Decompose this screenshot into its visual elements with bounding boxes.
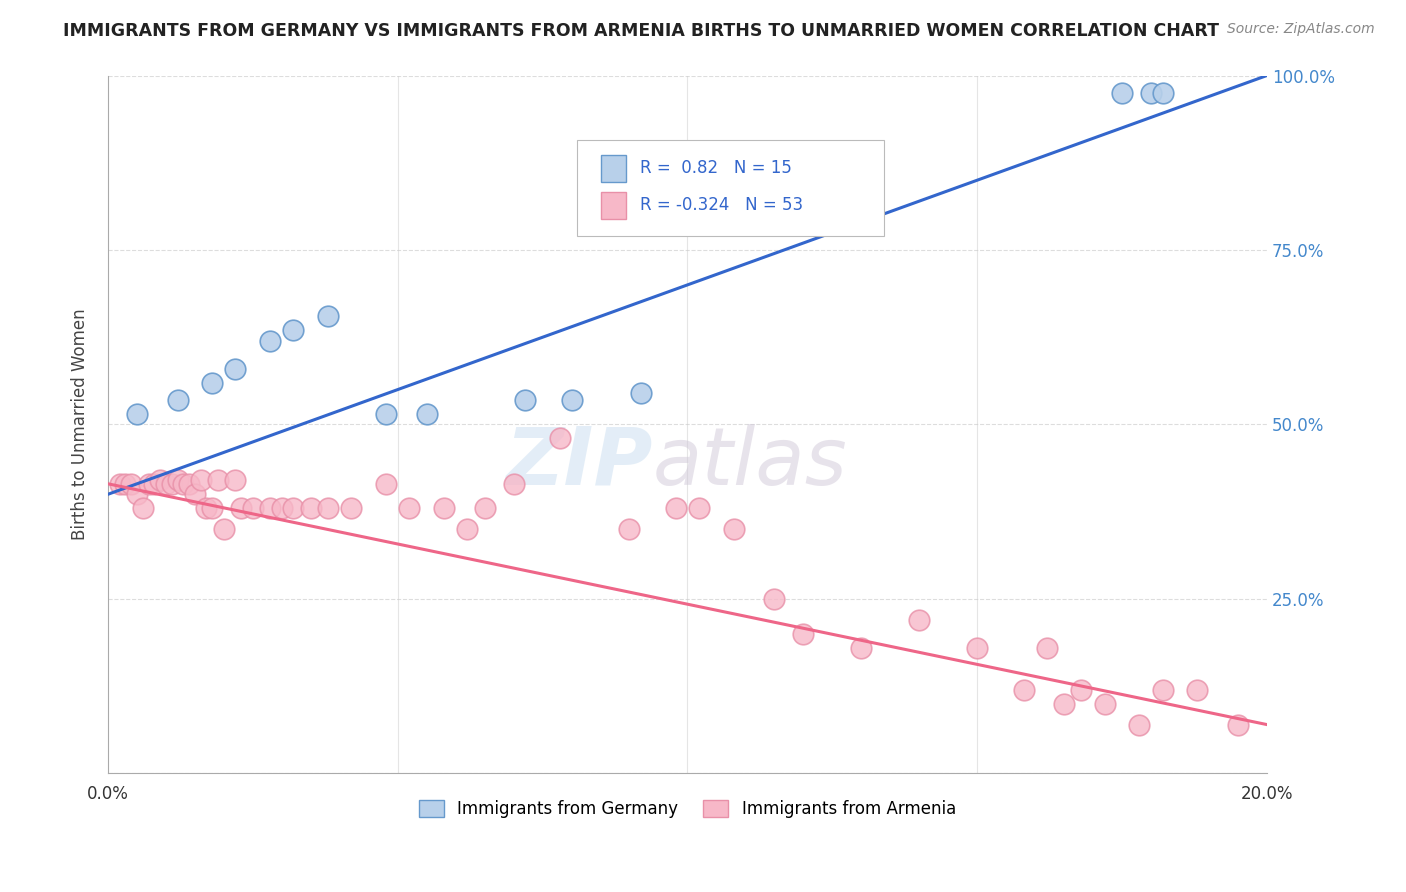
Point (316, 310, 339, 324)
Point (231, 501, 253, 516)
Text: R =  0.82   N = 15: R = 0.82 N = 15 (640, 160, 792, 178)
Point (433, 501, 456, 516)
Point (155, 476, 177, 491)
Point (851, 640, 873, 655)
FancyBboxPatch shape (578, 140, 884, 236)
Point (299, 501, 322, 516)
Point (966, 640, 988, 655)
Point (125, 407, 148, 421)
Point (548, 432, 571, 446)
Point (166, 473, 188, 487)
Point (1070, 682, 1092, 697)
Point (259, 501, 281, 516)
Text: atlas: atlas (652, 424, 848, 502)
Point (132, 501, 155, 516)
Point (1152, 86, 1174, 100)
Point (456, 522, 478, 536)
Point (619, 522, 641, 536)
Point (270, 501, 292, 516)
Point (283, 501, 305, 516)
Point (688, 501, 710, 516)
Point (138, 476, 160, 491)
Point (212, 522, 235, 536)
Point (665, 501, 688, 516)
Text: Source: ZipAtlas.com: Source: ZipAtlas.com (1227, 22, 1375, 37)
Point (179, 476, 201, 491)
Point (1128, 717, 1150, 731)
Point (763, 591, 786, 606)
Point (143, 476, 166, 491)
Point (224, 473, 246, 487)
Point (474, 501, 496, 516)
Point (160, 476, 183, 491)
Point (201, 501, 224, 516)
Point (1111, 86, 1133, 100)
Point (561, 392, 583, 407)
Text: IMMIGRANTS FROM GERMANY VS IMMIGRANTS FROM ARMENIA BIRTHS TO UNMARRIED WOMEN COR: IMMIGRANTS FROM GERMANY VS IMMIGRANTS FR… (63, 22, 1219, 40)
Point (1012, 682, 1035, 697)
Y-axis label: Births to Unmarried Women: Births to Unmarried Women (72, 309, 89, 541)
Point (224, 361, 246, 376)
Point (316, 501, 339, 516)
Point (108, 476, 131, 491)
Point (1140, 86, 1163, 100)
Point (1094, 697, 1116, 711)
Point (792, 627, 814, 641)
Point (908, 613, 931, 627)
Point (166, 392, 188, 407)
Point (125, 487, 148, 501)
Bar (600, 192, 626, 219)
Point (398, 501, 420, 516)
Bar (600, 155, 626, 182)
Point (1035, 640, 1057, 655)
Point (283, 323, 305, 337)
Point (515, 392, 537, 407)
Point (375, 407, 398, 421)
Point (415, 407, 437, 421)
Point (195, 501, 218, 516)
Text: R = -0.324   N = 53: R = -0.324 N = 53 (640, 196, 803, 214)
Point (630, 386, 652, 401)
Point (184, 487, 207, 501)
Legend: Immigrants from Germany, Immigrants from Armenia: Immigrants from Germany, Immigrants from… (412, 793, 963, 824)
Point (201, 376, 224, 390)
Point (723, 522, 745, 536)
Point (1226, 717, 1249, 731)
Text: ZIP: ZIP (505, 424, 652, 502)
Point (172, 476, 194, 491)
Point (1187, 682, 1209, 697)
Point (190, 473, 212, 487)
Point (207, 473, 229, 487)
Point (1053, 697, 1076, 711)
Point (1152, 682, 1174, 697)
Point (114, 476, 136, 491)
Point (502, 476, 524, 491)
Point (242, 501, 264, 516)
Point (259, 334, 281, 348)
Point (120, 476, 142, 491)
Point (149, 473, 172, 487)
Point (340, 501, 363, 516)
Point (375, 476, 398, 491)
